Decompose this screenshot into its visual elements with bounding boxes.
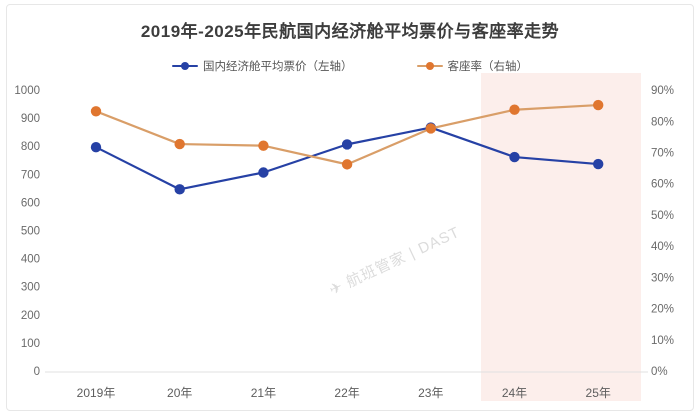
x-axis-label: 2019年	[77, 386, 116, 400]
data-point-load-factor[interactable]	[425, 123, 436, 134]
left-axis-tick: 0	[34, 366, 40, 378]
right-axis-tick: 30%	[651, 272, 674, 284]
data-point-ticket-price[interactable]	[90, 142, 102, 153]
right-axis-tick: 0%	[651, 366, 668, 378]
left-axis-tick: 800	[21, 141, 40, 153]
data-point-ticket-price[interactable]	[341, 139, 353, 150]
legend-item-ticket-price[interactable]: 国内经济舱平均票价（左轴）	[172, 58, 353, 74]
right-axis-tick: 10%	[651, 335, 674, 347]
x-axis-label: 20年	[167, 386, 192, 400]
data-point-ticket-price[interactable]	[174, 184, 185, 195]
right-axis-tick: 20%	[651, 304, 674, 316]
x-axis-label: 22年	[334, 386, 359, 400]
legend-line-dot-icon	[416, 61, 443, 71]
left-axis-tick: 700	[21, 169, 40, 181]
data-point-load-factor[interactable]	[174, 138, 185, 150]
data-point-load-factor[interactable]	[593, 99, 604, 111]
left-axis-tick: 400	[21, 254, 40, 266]
right-axis-tick: 90%	[651, 85, 674, 97]
data-point-load-factor[interactable]	[90, 106, 102, 117]
left-axis-tick: 1000	[14, 85, 40, 97]
legend-label: 客座率（右轴）	[447, 61, 529, 73]
data-point-load-factor[interactable]	[509, 104, 520, 115]
legend-label: 国内经济舱平均票价（左轴）	[203, 61, 353, 73]
x-axis-label: 21年	[251, 386, 276, 400]
right-axis-tick: 40%	[651, 241, 674, 253]
right-axis-tick: 80%	[651, 116, 674, 128]
data-point-ticket-price[interactable]	[258, 167, 269, 178]
data-point-ticket-price[interactable]	[593, 158, 604, 170]
x-axis-label: 24年	[502, 386, 527, 400]
forecast-highlight-region	[481, 73, 641, 401]
data-point-ticket-price[interactable]	[509, 151, 520, 163]
right-axis-tick: 50%	[651, 210, 674, 222]
left-axis-tick: 100	[21, 338, 40, 350]
left-axis-tick: 600	[21, 197, 40, 209]
left-axis-tick: 200	[21, 310, 40, 322]
left-axis-tick: 900	[21, 113, 40, 125]
x-axis-label: 25年	[586, 386, 611, 400]
data-point-load-factor[interactable]	[258, 140, 269, 151]
legend-line-dot-icon	[172, 61, 198, 71]
chart-legend: 国内经济舱平均票价（左轴） 客座率（右轴）	[0, 58, 700, 74]
data-point-load-factor[interactable]	[341, 159, 353, 170]
legend-item-load-factor[interactable]: 客座率（右轴）	[416, 58, 529, 74]
left-axis-tick: 300	[21, 282, 40, 294]
left-axis-tick: 500	[21, 226, 40, 238]
x-axis-label: 23年	[418, 386, 443, 400]
right-axis-tick: 70%	[651, 147, 674, 159]
chart-title: 2019年-2025年民航国内经济舱平均票价与客座率走势	[140, 22, 560, 41]
right-axis-tick: 60%	[651, 179, 674, 191]
